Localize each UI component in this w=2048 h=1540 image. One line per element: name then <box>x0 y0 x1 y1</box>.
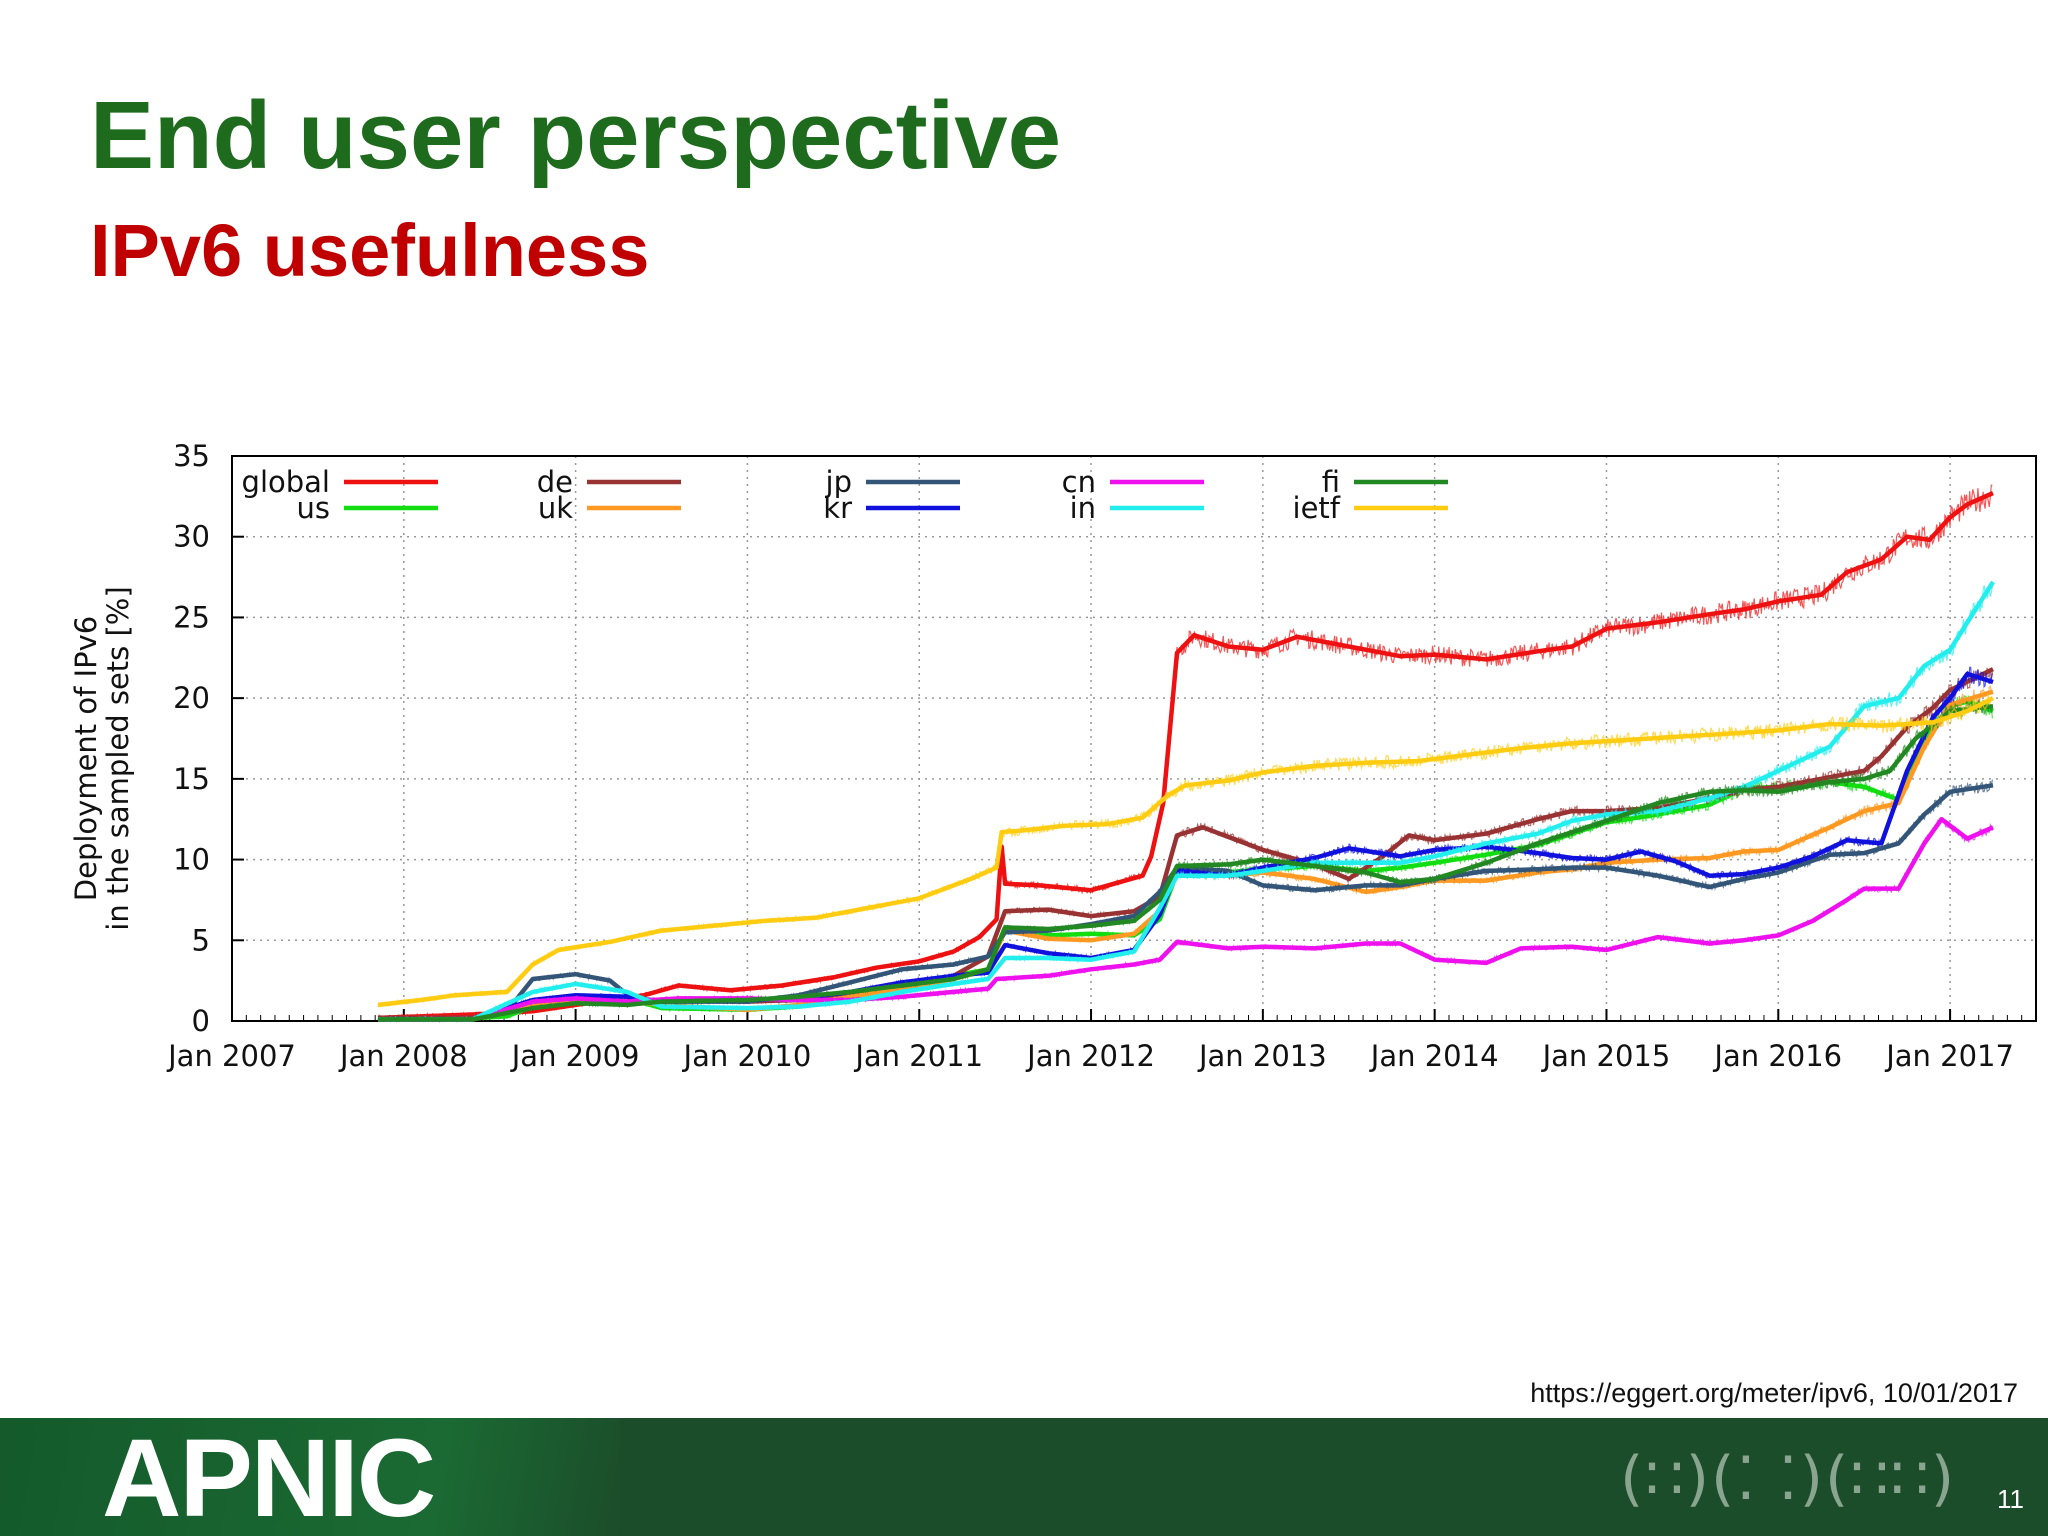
legend-label-us: us <box>297 491 331 525</box>
slide-title: End user perspective <box>90 82 1062 189</box>
x-tick-label: Jan 2015 <box>1541 1039 1671 1073</box>
series-ietf-line <box>377 696 1995 1008</box>
apnic-logo: APNIC <box>102 1417 436 1540</box>
series-global <box>377 484 1994 1022</box>
series-de <box>377 667 1994 1023</box>
y-tick-label: 0 <box>192 1004 210 1038</box>
y-tick-label: 5 <box>192 923 210 957</box>
x-tick-label: Jan 2010 <box>682 1039 812 1073</box>
decorative-glyph-pattern-icon: (∷)(⁚ ⁚)(∷∷) <box>1620 1444 1957 1514</box>
series-ietf-raw-line <box>377 694 1993 1008</box>
footer-stripe <box>0 1418 620 1536</box>
slide-subtitle: IPv6 usefulness <box>90 209 650 292</box>
legend-label-ietf: ietf <box>1293 491 1341 525</box>
series-de-line <box>378 667 1994 1021</box>
page-number: 11 <box>1997 1484 2024 1514</box>
y-tick-label: 30 <box>173 520 210 554</box>
series-in-line <box>378 580 1995 1022</box>
x-tick-label: Jan 2011 <box>853 1039 983 1073</box>
series-fi-line <box>378 703 1994 1022</box>
series-kr-line <box>378 671 1994 1022</box>
legend-label-kr: kr <box>823 491 852 525</box>
series-global-line <box>377 491 1994 1021</box>
footer-bar <box>0 1418 2048 1536</box>
series-jp-line <box>378 783 1994 1022</box>
y-tick-label: 20 <box>173 681 210 715</box>
series-uk-line <box>378 689 1994 1022</box>
x-tick-label: Jan 2013 <box>1197 1039 1327 1073</box>
series-us <box>377 695 1994 1023</box>
legend-label-global: global <box>242 465 330 499</box>
source-citation: https://eggert.org/meter/ipv6, 10/01/201… <box>1530 1378 2018 1408</box>
x-tick-label: Jan 2008 <box>338 1039 468 1073</box>
y-axis-label-line: in the sampled sets [%] <box>101 586 135 930</box>
series-fi-raw-line <box>377 698 1993 1023</box>
series-uk <box>377 685 1994 1024</box>
series-jp <box>377 779 1994 1023</box>
legend-label-fi: fi <box>1322 465 1340 499</box>
x-tick-label: Jan 2014 <box>1369 1039 1499 1073</box>
y-axis-label-line: Deployment of IPv6 <box>69 616 103 901</box>
x-tick-label: Jan 2009 <box>510 1039 640 1073</box>
legend-label-in: in <box>1070 491 1096 525</box>
x-tick-label: Jan 2012 <box>1025 1039 1155 1073</box>
series-uk-raw-line <box>377 685 1993 1024</box>
series-kr <box>377 666 1994 1023</box>
y-tick-label: 35 <box>173 439 210 473</box>
x-tick-label: Jan 2017 <box>1884 1039 2014 1073</box>
series-in <box>377 580 1995 1023</box>
y-tick-label: 15 <box>173 762 210 796</box>
legend-label-cn: cn <box>1062 465 1096 499</box>
series-ietf <box>377 694 1995 1008</box>
legend-label-jp: jp <box>825 465 852 499</box>
y-tick-label: 25 <box>173 600 210 634</box>
x-tick-label: Jan 2007 <box>166 1039 296 1073</box>
x-tick-label: Jan 2016 <box>1712 1039 1842 1073</box>
series-de-raw-line <box>377 667 1993 1023</box>
legend-label-uk: uk <box>538 491 573 525</box>
series-jp-raw-line <box>377 779 1993 1023</box>
series-kr-raw-line <box>377 666 1993 1023</box>
ipv6-deployment-chart: 0 5 10 15 20 25 30 35 Jan 2007 Jan 2008 Jan 2009 Ja… <box>69 439 2037 1073</box>
chart-series-layer <box>377 484 1995 1024</box>
y-tick-label: 10 <box>173 843 210 877</box>
chart-axes: 0 5 10 15 20 25 30 35 Jan 2007 Jan 2008 Jan 2009 Ja… <box>166 439 2037 1073</box>
legend-label-de: de <box>537 465 573 499</box>
series-us-line <box>378 699 1994 1022</box>
series-us-raw-line <box>377 695 1993 1023</box>
series-fi <box>377 698 1994 1023</box>
